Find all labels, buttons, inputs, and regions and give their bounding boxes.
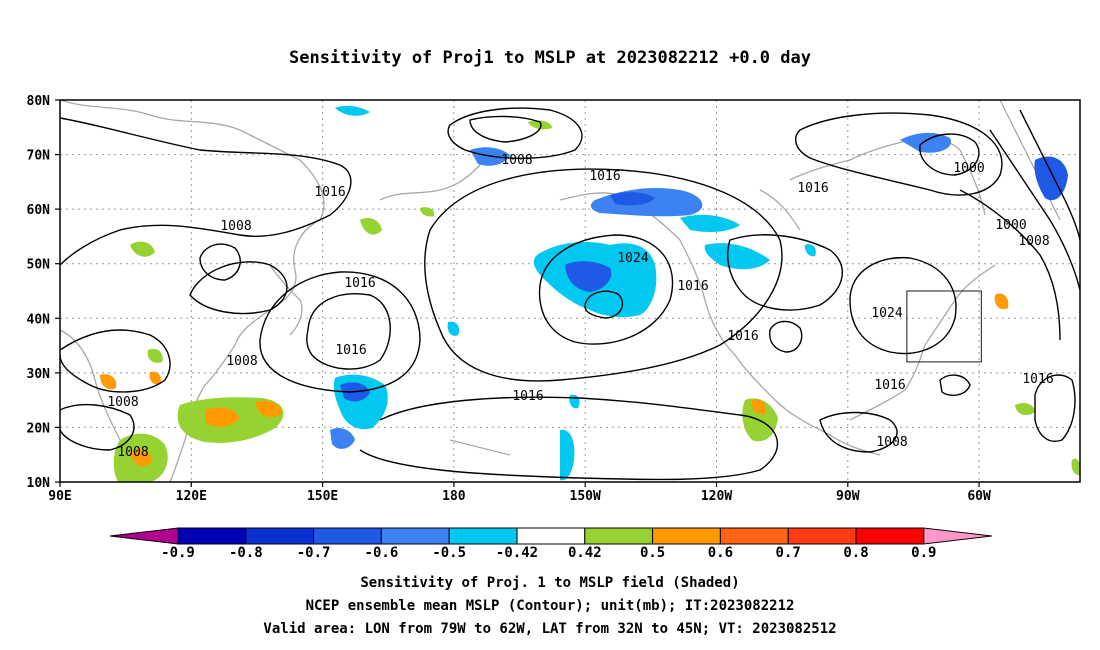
contour-label: 1016 bbox=[874, 378, 905, 393]
colorbar-box bbox=[380, 527, 450, 545]
positive-sensitivity-shading bbox=[100, 120, 1080, 482]
colorbar-box bbox=[448, 527, 518, 545]
lon-label: 180 bbox=[442, 489, 466, 504]
lat-label: 60N bbox=[27, 203, 51, 218]
lon-label: 120W bbox=[701, 489, 732, 504]
contour-label: 1000 bbox=[995, 218, 1026, 233]
colorbar-box bbox=[719, 527, 789, 545]
lat-label: 70N bbox=[27, 149, 51, 164]
lat-label: 10N bbox=[27, 476, 51, 491]
lon-label: 60W bbox=[967, 489, 991, 504]
lon-label: 150W bbox=[570, 489, 601, 504]
contour-label: 1000 bbox=[953, 161, 984, 176]
contour-label: 1016 bbox=[335, 343, 366, 358]
colorbar-box bbox=[855, 527, 925, 545]
lat-label: 80N bbox=[27, 94, 51, 109]
colorbar-label: 0.5 bbox=[640, 545, 665, 561]
colorbar-label: -0.8 bbox=[229, 545, 263, 561]
colorbar-box bbox=[787, 527, 857, 545]
colorbar: -0.9 -0.8 -0.7 -0.6 -0.5 -0.42 0.42 0.5 0.6 0.7 0.… bbox=[109, 527, 992, 561]
lat-label: 30N bbox=[27, 367, 51, 382]
colorbar-box bbox=[313, 527, 382, 545]
colorbar-box bbox=[584, 527, 654, 545]
contour-label: 1016 bbox=[1022, 372, 1053, 387]
lon-label: 150E bbox=[307, 489, 338, 504]
lat-label: 20N bbox=[27, 421, 51, 436]
contour-label: 1008 bbox=[117, 445, 148, 460]
colorbar-box bbox=[177, 527, 247, 545]
plot-title: Sensitivity of Proj1 to MSLP at 20230822… bbox=[289, 48, 811, 68]
mslp-contours bbox=[60, 107, 1080, 481]
colorbar-box bbox=[516, 527, 586, 545]
colorbar-label: -0.9 bbox=[161, 545, 195, 561]
caption-line-3: Valid area: LON from 79W to 62W, LAT fro… bbox=[263, 621, 837, 637]
caption-line-2: NCEP ensemble mean MSLP (Contour); unit(… bbox=[305, 598, 795, 614]
contour-label: 1016 bbox=[727, 329, 758, 344]
colorbar-label: -0.7 bbox=[297, 545, 331, 561]
colorbar-label: 0.6 bbox=[708, 545, 733, 561]
contour-label: 1008 bbox=[876, 435, 907, 450]
colorbar-label: 0.42 bbox=[568, 545, 602, 561]
contour-label: 1024 bbox=[617, 251, 648, 266]
contour-label: 1024 bbox=[871, 306, 902, 321]
colorbar-label: -0.5 bbox=[432, 545, 466, 561]
lon-label: 120E bbox=[176, 489, 207, 504]
contour-label: 1016 bbox=[314, 185, 345, 200]
colorbar-label: -0.42 bbox=[496, 545, 538, 561]
lat-label: 40N bbox=[27, 312, 51, 327]
colorbar-label: -0.6 bbox=[365, 545, 399, 561]
longitude-labels: 90E 120E 150E 180 150W 120W 90W 60W bbox=[48, 489, 991, 504]
latitude-labels: 80N 70N 60N 50N 40N 30N 20N 10N bbox=[27, 94, 51, 491]
caption-line-1: Sensitivity of Proj. 1 to MSLP field (Sh… bbox=[360, 575, 740, 591]
lon-label: 90W bbox=[836, 489, 860, 504]
negative-sensitivity-shading bbox=[330, 105, 1068, 481]
colorbar-label: 0.7 bbox=[776, 545, 801, 561]
contour-label: 1008 bbox=[107, 395, 138, 410]
colorbar-right-arrow bbox=[923, 527, 992, 545]
colorbar-box bbox=[245, 527, 315, 545]
lat-label: 50N bbox=[27, 258, 51, 273]
contour-label: 1016 bbox=[512, 389, 543, 404]
contour-label: 1016 bbox=[344, 276, 375, 291]
contour-label: 1008 bbox=[1018, 234, 1049, 249]
contour-label: 1016 bbox=[677, 279, 708, 294]
valid-area-box bbox=[906, 290, 982, 363]
contour-label: 1008 bbox=[220, 219, 251, 234]
contour-label: 1008 bbox=[226, 354, 257, 369]
contour-labels: 1008 1016 1008 1016 1016 1008 1008 1008 … bbox=[107, 153, 1053, 460]
colorbar-left-arrow bbox=[109, 527, 179, 545]
lon-label: 90E bbox=[48, 489, 71, 504]
contour-label: 1008 bbox=[501, 153, 532, 168]
contour-label: 1016 bbox=[589, 169, 620, 184]
plot-area: 1008 1016 1008 1016 1016 1008 1008 1008 … bbox=[27, 94, 1081, 504]
contour-label: 1016 bbox=[797, 181, 828, 196]
colorbar-label: 0.8 bbox=[843, 545, 868, 561]
colorbar-label: 0.9 bbox=[911, 545, 936, 561]
colorbar-box bbox=[652, 527, 721, 545]
